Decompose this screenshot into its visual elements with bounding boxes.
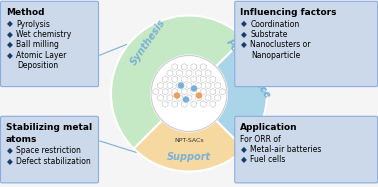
Polygon shape [200, 76, 206, 83]
Circle shape [151, 56, 227, 131]
Polygon shape [205, 82, 211, 89]
Text: Synthesis: Synthesis [129, 18, 167, 67]
Text: For ORR of: For ORR of [240, 134, 281, 143]
Text: ◆: ◆ [7, 157, 13, 166]
Text: Atomic Layer: Atomic Layer [16, 51, 67, 60]
Polygon shape [167, 82, 173, 89]
Polygon shape [205, 70, 211, 76]
Text: Space restriction: Space restriction [16, 146, 81, 155]
Text: Performance: Performance [224, 37, 273, 100]
Polygon shape [200, 88, 206, 95]
Polygon shape [172, 88, 178, 95]
Polygon shape [162, 101, 168, 107]
Polygon shape [186, 95, 192, 101]
Text: ◆: ◆ [241, 30, 247, 39]
Polygon shape [177, 82, 182, 89]
Polygon shape [162, 88, 168, 95]
Polygon shape [220, 88, 225, 95]
Polygon shape [196, 82, 201, 89]
Polygon shape [210, 88, 216, 95]
Polygon shape [191, 101, 197, 107]
Polygon shape [181, 88, 187, 95]
Polygon shape [191, 76, 197, 83]
Text: ◆: ◆ [7, 30, 13, 39]
Text: ◆: ◆ [7, 40, 13, 49]
Polygon shape [153, 88, 158, 95]
Polygon shape [158, 95, 163, 101]
Polygon shape [205, 95, 211, 101]
Polygon shape [181, 101, 187, 107]
Polygon shape [172, 101, 178, 107]
Circle shape [174, 92, 181, 99]
Polygon shape [177, 70, 182, 76]
Text: ◆: ◆ [241, 19, 247, 28]
Text: Influencing factors: Influencing factors [240, 8, 337, 17]
Circle shape [183, 96, 189, 103]
Polygon shape [186, 70, 192, 76]
Polygon shape [167, 70, 173, 76]
Text: Pyrolysis: Pyrolysis [16, 19, 50, 28]
Text: Fuel cells: Fuel cells [250, 155, 286, 164]
Polygon shape [158, 82, 163, 89]
FancyBboxPatch shape [0, 1, 99, 87]
Polygon shape [162, 76, 168, 83]
Text: Ball milling: Ball milling [16, 40, 59, 49]
Text: ◆: ◆ [241, 155, 247, 164]
FancyBboxPatch shape [235, 1, 378, 87]
Text: ◆: ◆ [241, 145, 247, 154]
Circle shape [178, 82, 184, 89]
Text: Method: Method [6, 8, 45, 17]
Polygon shape [191, 88, 197, 95]
FancyBboxPatch shape [235, 116, 378, 183]
Polygon shape [167, 95, 173, 101]
Polygon shape [200, 101, 206, 107]
Polygon shape [196, 95, 201, 101]
Text: Substrate: Substrate [250, 30, 288, 39]
Polygon shape [191, 64, 197, 70]
Polygon shape [181, 64, 187, 70]
Text: ◆: ◆ [7, 19, 13, 28]
Text: ◆: ◆ [241, 40, 247, 49]
Circle shape [195, 92, 203, 99]
Wedge shape [134, 120, 244, 171]
Text: ◆: ◆ [7, 146, 13, 155]
Polygon shape [215, 95, 220, 101]
Polygon shape [186, 82, 192, 89]
Text: Application: Application [240, 123, 298, 132]
Text: Deposition: Deposition [17, 61, 58, 70]
Polygon shape [200, 64, 206, 70]
Text: Metal-air batteries: Metal-air batteries [250, 145, 322, 154]
Text: Coordination: Coordination [250, 19, 299, 28]
Text: Nanoparticle: Nanoparticle [251, 51, 301, 60]
Polygon shape [181, 76, 187, 83]
Polygon shape [172, 64, 178, 70]
Text: Support: Support [167, 151, 211, 162]
Text: NPT-SACs: NPT-SACs [174, 137, 204, 142]
Text: Defect stabilization: Defect stabilization [16, 157, 91, 166]
Text: ◆: ◆ [7, 51, 13, 60]
Polygon shape [196, 70, 201, 76]
Text: Stabilizing metal: Stabilizing metal [6, 123, 92, 132]
FancyBboxPatch shape [0, 116, 99, 183]
Polygon shape [210, 76, 216, 83]
Polygon shape [210, 101, 216, 107]
Text: atoms: atoms [6, 134, 37, 143]
Polygon shape [172, 76, 178, 83]
Wedge shape [111, 16, 244, 149]
Polygon shape [215, 82, 220, 89]
Polygon shape [177, 95, 182, 101]
Text: Wet chemistry: Wet chemistry [16, 30, 71, 39]
Text: Nanoclusters or: Nanoclusters or [250, 40, 311, 49]
Wedge shape [216, 38, 267, 149]
Circle shape [191, 85, 197, 92]
